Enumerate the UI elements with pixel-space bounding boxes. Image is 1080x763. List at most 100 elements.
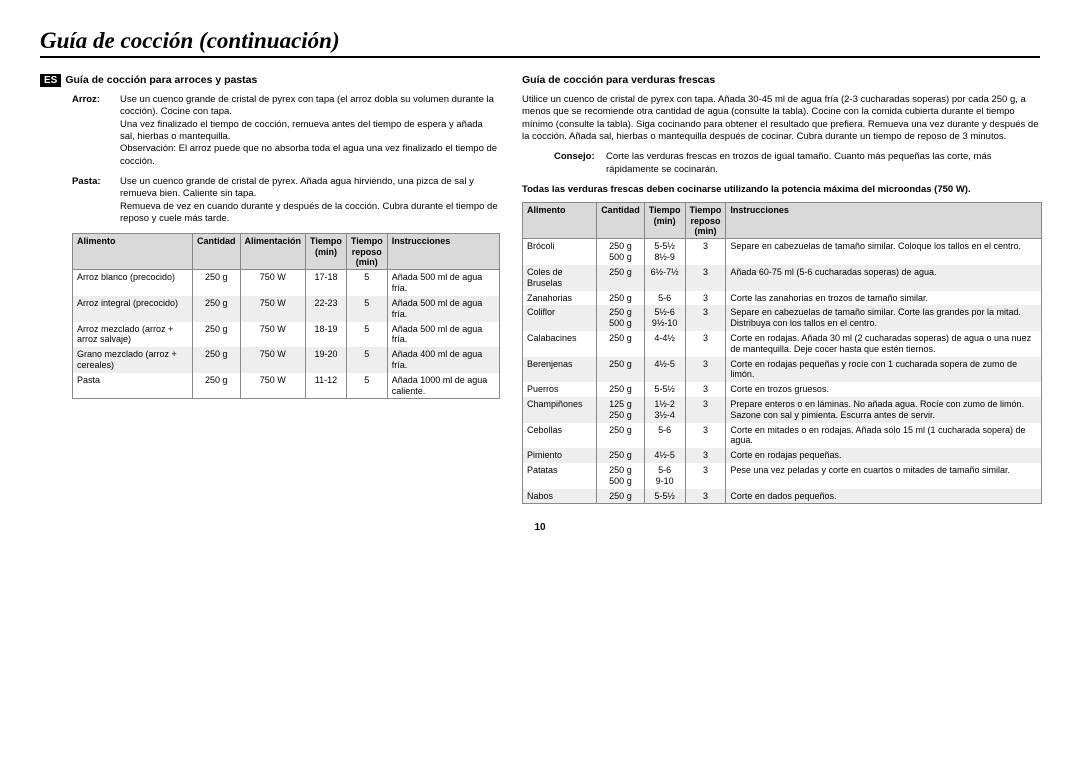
table-cell: 750 W: [240, 296, 306, 322]
table-cell: Separe en cabezuelas de tamaño similar. …: [726, 305, 1042, 331]
table-row: Zanahorias250 g5-63Corte las zanahorias …: [523, 291, 1042, 306]
table-cell: 5-6: [644, 291, 685, 306]
table-cell: 5: [346, 347, 387, 373]
table-cell: 5-6: [644, 423, 685, 449]
table-cell: 250 g: [597, 448, 645, 463]
table-row: Arroz mezclado (arroz + arroz salvaje)25…: [73, 322, 500, 348]
table-header: Alimento: [523, 203, 597, 239]
table-row: Berenjenas250 g4½-53Corte en rodajas peq…: [523, 357, 1042, 383]
table-cell: Pasta: [73, 373, 193, 399]
table-header: Cantidad: [193, 234, 241, 270]
table-cell: 4-4½: [644, 331, 685, 357]
table-cell: 18-19: [306, 322, 347, 348]
table-row: Brócoli250 g500 g5-5½8½-93Separe en cabe…: [523, 239, 1042, 265]
table-cell: 3: [685, 382, 726, 397]
table-cell: Corte en trozos gruesos.: [726, 382, 1042, 397]
table-cell: Arroz integral (precocido): [73, 296, 193, 322]
table-cell: 6½-7½: [644, 265, 685, 291]
page-title: Guía de cocción (continuación): [40, 28, 1040, 58]
two-column-layout: ES Guía de cocción para arroces y pastas…: [40, 74, 1040, 504]
table-cell: 22-23: [306, 296, 347, 322]
table-cell: 750 W: [240, 347, 306, 373]
table-cell: 4½-5: [644, 448, 685, 463]
table-cell: 3: [685, 489, 726, 504]
table-cell: Coles de Bruselas: [523, 265, 597, 291]
left-section-heading: Guía de cocción para arroces y pastas: [65, 74, 257, 86]
power-note: Todas las verduras frescas deben cocinar…: [522, 184, 1042, 196]
table-row: Calabacines250 g4-4½3Corte en rodajas. A…: [523, 331, 1042, 357]
vegetables-intro: Utilice un cuenco de cristal de pyrex co…: [522, 94, 1042, 143]
table-cell: 19-20: [306, 347, 347, 373]
table-cell: 250 g: [597, 423, 645, 449]
table-cell: Corte las zanahorias en trozos de tamaño…: [726, 291, 1042, 306]
table-cell: Calabacines: [523, 331, 597, 357]
table-cell: Zanahorias: [523, 291, 597, 306]
table-cell: 3: [685, 291, 726, 306]
table-cell: 5: [346, 373, 387, 399]
note-row: Pasta:Use un cuenco grande de cristal de…: [72, 176, 500, 225]
right-column: Guía de cocción para verduras frescas Ut…: [522, 74, 1042, 504]
table-cell: 3: [685, 265, 726, 291]
table-cell: 250 g: [597, 291, 645, 306]
table-cell: 5-5½: [644, 489, 685, 504]
table-cell: 5: [346, 296, 387, 322]
table-row: Grano mezclado (arroz + cereales)250 g75…: [73, 347, 500, 373]
right-section-heading: Guía de cocción para verduras frescas: [522, 74, 1042, 86]
table-cell: 3: [685, 423, 726, 449]
tip-row: Consejo: Corte las verduras frescas en t…: [554, 151, 1042, 176]
table-cell: 250 g: [193, 322, 241, 348]
table-header: Alimento: [73, 234, 193, 270]
table-row: Puerros250 g5-5½3Corte en trozos gruesos…: [523, 382, 1042, 397]
table-cell: Corte en mitades o en rodajas. Añada sól…: [726, 423, 1042, 449]
table-cell: 5: [346, 270, 387, 296]
table-cell: 250 g500 g: [597, 463, 645, 489]
table-cell: 250 g: [193, 347, 241, 373]
table-header: Tiempo(min): [644, 203, 685, 239]
table-cell: 250 g: [193, 373, 241, 399]
table-cell: 3: [685, 448, 726, 463]
table-header: Tiempo(min): [306, 234, 347, 270]
table-cell: Cebollas: [523, 423, 597, 449]
table-cell: 250 g: [597, 331, 645, 357]
table-cell: Pese una vez peladas y corte en cuartos …: [726, 463, 1042, 489]
table-cell: Corte en rodajas pequeñas.: [726, 448, 1042, 463]
table-row: Coliflor250 g500 g5½-69½-103Separe en ca…: [523, 305, 1042, 331]
table-cell: 11-12: [306, 373, 347, 399]
table-row: Arroz integral (precocido)250 g750 W22-2…: [73, 296, 500, 322]
table-cell: 3: [685, 397, 726, 423]
table-cell: 5-5½8½-9: [644, 239, 685, 265]
table-cell: Champiñones: [523, 397, 597, 423]
table-row: Champiñones125 g250 g1½-23½-43Prepare en…: [523, 397, 1042, 423]
table-cell: Separe en cabezuelas de tamaño similar. …: [726, 239, 1042, 265]
table-cell: 750 W: [240, 373, 306, 399]
table-cell: 750 W: [240, 270, 306, 296]
table-cell: Puerros: [523, 382, 597, 397]
table-header: Tiemporeposo(min): [346, 234, 387, 270]
table-row: Patatas250 g500 g5-69-103Pese una vez pe…: [523, 463, 1042, 489]
table-row: Arroz blanco (precocido)250 g750 W17-185…: [73, 270, 500, 296]
left-column: ES Guía de cocción para arroces y pastas…: [40, 74, 500, 504]
rice-pasta-table: AlimentoCantidadAlimentaciónTiempo(min)T…: [72, 233, 500, 399]
table-header: Tiemporeposo(min): [685, 203, 726, 239]
table-row: Pasta250 g750 W11-125Añada 1000 ml de ag…: [73, 373, 500, 399]
table-cell: 250 g: [597, 265, 645, 291]
table-cell: 250 g500 g: [597, 239, 645, 265]
table-cell: Pimiento: [523, 448, 597, 463]
table-cell: Berenjenas: [523, 357, 597, 383]
table-cell: 3: [685, 305, 726, 331]
page-number: 10: [40, 522, 1040, 533]
table-row: Cebollas250 g5-63Corte en mitades o en r…: [523, 423, 1042, 449]
table-cell: Nabos: [523, 489, 597, 504]
table-cell: Añada 500 ml de agua fría.: [387, 296, 499, 322]
table-cell: 250 g500 g: [597, 305, 645, 331]
table-cell: 3: [685, 239, 726, 265]
table-cell: 250 g: [597, 489, 645, 504]
note-label: Arroz:: [72, 94, 120, 168]
table-cell: 3: [685, 357, 726, 383]
table-row: Pimiento250 g4½-53Corte en rodajas peque…: [523, 448, 1042, 463]
table-cell: Prepare enteros o en láminas. No añada a…: [726, 397, 1042, 423]
table-cell: Grano mezclado (arroz + cereales): [73, 347, 193, 373]
table-cell: 3: [685, 331, 726, 357]
table-cell: Corte en rodajas pequeñas y rocíe con 1 …: [726, 357, 1042, 383]
table-cell: Arroz blanco (precocido): [73, 270, 193, 296]
